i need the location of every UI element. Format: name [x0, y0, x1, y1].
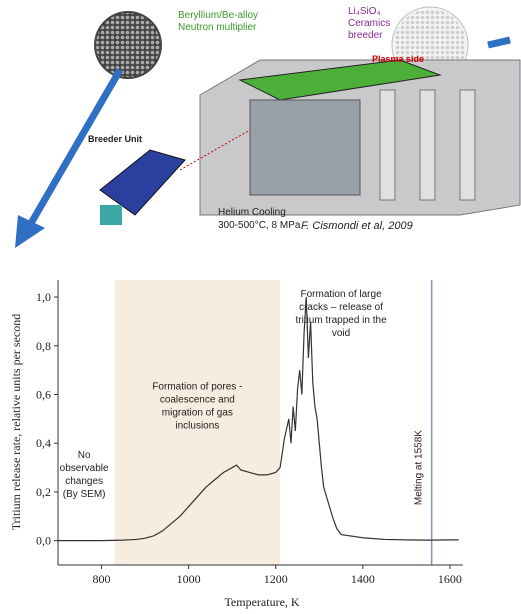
y-tick-label: 0,0	[36, 534, 51, 548]
arrow	[488, 40, 510, 45]
annotation: Formation of large	[300, 289, 382, 300]
annotation: Formation of pores -	[152, 382, 242, 393]
y-tick-label: 0,8	[36, 339, 51, 353]
label: Neutron multiplier	[178, 22, 257, 33]
annotation: changes	[65, 476, 103, 487]
pebble-texture	[96, 13, 160, 77]
figure: Beryllium/Be-alloy Neutron multiplier Li…	[0, 0, 521, 614]
x-tick-label: 800	[93, 572, 111, 586]
label: Beryllium/Be-alloy	[178, 10, 258, 21]
label: Breeder Unit	[88, 134, 142, 144]
stiffener	[460, 90, 475, 200]
y-axis-title: Tritium release rate, relative units per…	[9, 314, 23, 531]
label: Ceramics	[348, 18, 390, 29]
y-tick-label: 1,0	[36, 290, 51, 304]
credit: F. Cismondi et al, 2009	[301, 220, 413, 232]
melting-label: Melting at 1558K	[414, 430, 425, 505]
label: breeder	[348, 30, 383, 41]
x-tick-label: 1000	[177, 572, 201, 586]
label: Helium Cooling	[218, 207, 286, 218]
stiffener	[380, 90, 395, 200]
annotation: No	[78, 450, 91, 461]
page: Beryllium/Be-alloy Neutron multiplier Li…	[0, 0, 521, 614]
y-tick-label: 0,4	[36, 436, 51, 450]
breeder-units	[250, 100, 360, 195]
x-tick-label: 1200	[264, 572, 288, 586]
stiffener	[420, 90, 435, 200]
label: Plasma side	[372, 54, 424, 64]
label: 300-500°C, 8 MPa	[218, 220, 301, 231]
annotation: cracks – release of	[299, 302, 383, 313]
diagram: Beryllium/Be-alloy Neutron multiplier Li…	[15, 6, 520, 248]
x-tick-label: 1600	[438, 572, 462, 586]
arrow	[30, 70, 120, 225]
annotation: migration of gas	[162, 408, 233, 419]
x-axis-title: Temperature, K	[224, 595, 299, 609]
y-tick-label: 0,2	[36, 485, 51, 499]
cooling-pipe	[100, 205, 122, 225]
annotation: void	[332, 328, 350, 339]
annotation: inclusions	[175, 421, 219, 432]
annotation: tritium trapped in the	[295, 315, 387, 326]
y-tick-label: 0,6	[36, 387, 51, 401]
annotation: observable	[60, 463, 109, 474]
annotation: (By SEM)	[63, 489, 106, 500]
x-tick-label: 1400	[351, 572, 375, 586]
annotation: coalescence and	[160, 395, 235, 406]
label: Li₄SiO₄	[348, 6, 381, 17]
